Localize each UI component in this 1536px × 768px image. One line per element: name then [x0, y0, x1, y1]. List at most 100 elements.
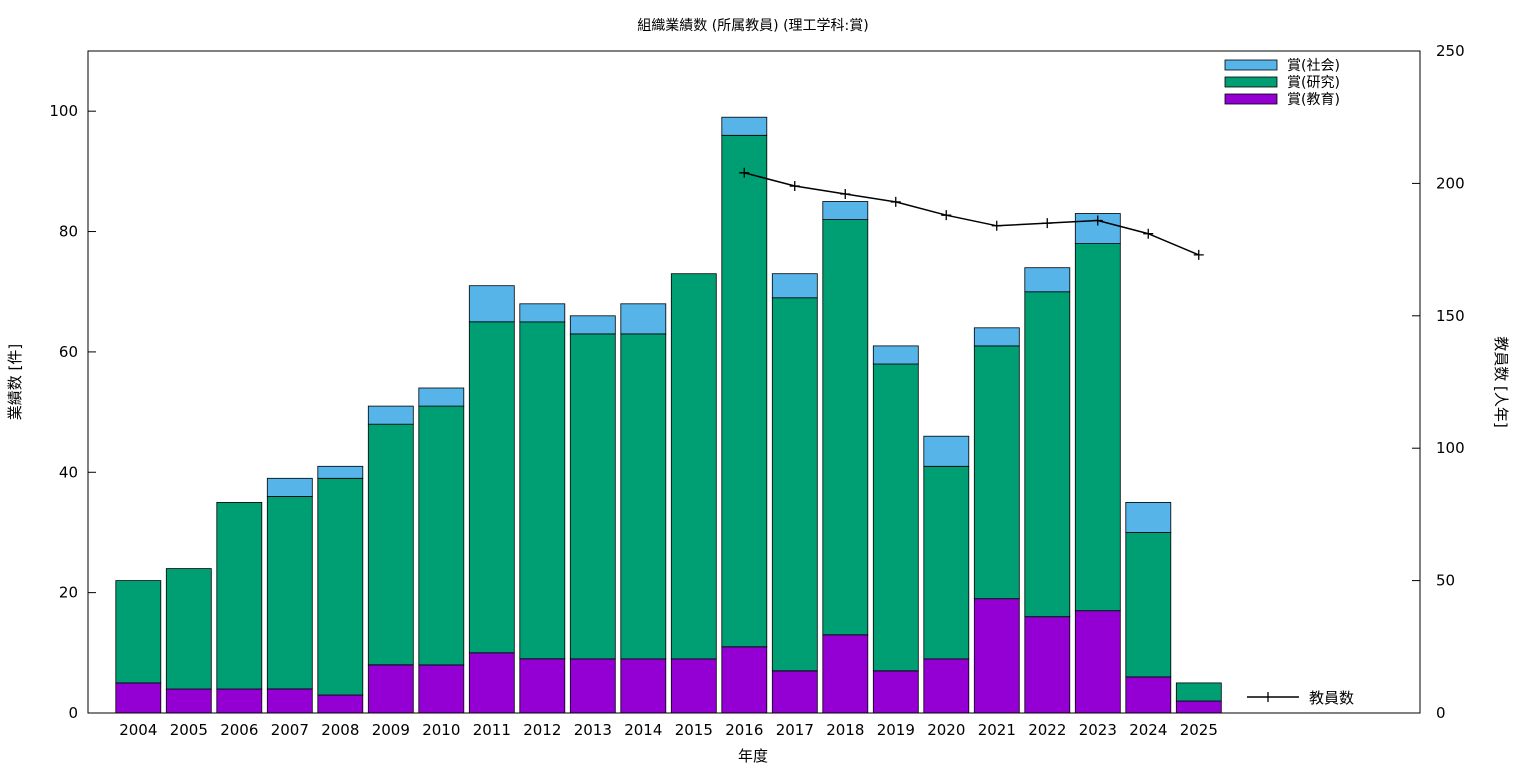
- bar-segment: [266, 688, 313, 714]
- bar-segment: [973, 345, 1020, 600]
- legend-label: 教員数: [1309, 689, 1354, 707]
- bar-segment: [620, 658, 667, 714]
- bar-segment: [721, 646, 768, 714]
- x-tick-label: 2004: [119, 721, 157, 739]
- bar-segment: [216, 688, 263, 714]
- bar-segment: [771, 273, 818, 299]
- legend: 賞(社会)賞(研究)賞(教育) 教員数: [1224, 58, 1354, 707]
- x-tick-label: 2019: [877, 721, 915, 739]
- bar-segment: [771, 297, 818, 672]
- y2-axis-label: 教員数 [人年]: [1492, 336, 1510, 427]
- bar-segment: [216, 501, 263, 690]
- x-tick-label: 2013: [574, 721, 612, 739]
- faculty-count-point: [739, 167, 750, 178]
- bar-segment: [670, 273, 717, 660]
- faculty-count-point: [1092, 215, 1103, 226]
- faculty-count-point: [991, 220, 1002, 231]
- x-tick-label: 2018: [826, 721, 864, 739]
- x-tick-label: 2006: [220, 721, 258, 739]
- bar-segment: [317, 465, 364, 479]
- x-tick-label: 2014: [624, 721, 662, 739]
- x-tick-label: 2021: [978, 721, 1016, 739]
- x-tick-label: 2005: [170, 721, 208, 739]
- y-tick-label: 80: [59, 223, 78, 241]
- faculty-count-line: [744, 172, 1200, 256]
- x-tick-label: 2020: [927, 721, 965, 739]
- faculty-count-point: [840, 188, 851, 199]
- bar-segment: [165, 568, 212, 690]
- bar-segment: [519, 658, 566, 714]
- x-tick-label: 2012: [523, 721, 561, 739]
- y2-tick-label: 150: [1436, 307, 1465, 325]
- bar-segment: [1125, 532, 1172, 678]
- x-axis-label: 年度: [738, 747, 768, 765]
- y-tick-label: 0: [68, 704, 78, 722]
- bar-segment: [721, 134, 768, 648]
- bar-segment: [872, 363, 919, 672]
- faculty-count-point: [890, 196, 901, 207]
- x-tick-label: 2017: [776, 721, 814, 739]
- bar-segment: [771, 670, 818, 714]
- faculty-count-point: [941, 210, 952, 221]
- y2-tick-label: 0: [1436, 704, 1446, 722]
- bar-segment: [1074, 610, 1121, 714]
- bar-segment: [468, 321, 515, 654]
- bar-segment: [418, 664, 465, 714]
- bar-segment: [519, 321, 566, 660]
- bar-segment: [266, 477, 313, 497]
- y2-tick-label: 250: [1436, 42, 1465, 60]
- x-tick-label: 2023: [1079, 721, 1117, 739]
- bar-segment: [1024, 291, 1071, 618]
- x-tick-label: 2022: [1028, 721, 1066, 739]
- bar-segment: [1125, 676, 1172, 714]
- bar-segment: [872, 670, 919, 714]
- legend-label: 賞(社会): [1287, 58, 1340, 74]
- bar-segment: [923, 658, 970, 714]
- x-tick-label: 2025: [1180, 721, 1218, 739]
- bar-segment: [519, 303, 566, 323]
- legend-label: 賞(研究): [1287, 75, 1340, 91]
- bar-segment: [872, 345, 919, 365]
- bar-segment: [418, 405, 465, 666]
- faculty-count-point: [1143, 228, 1154, 239]
- axes-layer: 2004 2005 2006 2007 2008 2009 2010 2011 2012 2013…: [49, 42, 1464, 739]
- bar-segment: [367, 405, 414, 425]
- bar-segment: [973, 598, 1020, 714]
- y2-tick-label: 100: [1436, 439, 1465, 457]
- bar-segment: [822, 634, 869, 714]
- bar-segment: [569, 315, 616, 335]
- y2-tick-label: 50: [1436, 572, 1455, 590]
- legend-swatch: [1224, 59, 1278, 71]
- bar-segment: [620, 303, 667, 335]
- bar-segment: [923, 465, 970, 660]
- faculty-count-point: [1042, 218, 1053, 229]
- x-tick-label: 2009: [372, 721, 410, 739]
- bar-segment: [418, 387, 465, 407]
- x-tick-label: 2007: [271, 721, 309, 739]
- bar-segment: [1024, 267, 1071, 293]
- y-tick-label: 100: [49, 102, 78, 120]
- x-tick-label: 2015: [675, 721, 713, 739]
- bar-segment: [822, 219, 869, 636]
- x-tick-label: 2024: [1129, 721, 1167, 739]
- legend-label: 賞(教育): [1287, 92, 1340, 108]
- y-tick-label: 40: [59, 463, 78, 481]
- y2-tick-label: 200: [1436, 174, 1465, 192]
- bar-segment: [367, 423, 414, 666]
- bar-segment: [1175, 700, 1222, 714]
- x-tick-label: 2016: [725, 721, 763, 739]
- bar-segment: [973, 327, 1020, 347]
- faculty-count-point: [1193, 249, 1204, 260]
- y-axis-label: 業績数 [件]: [6, 344, 24, 420]
- faculty-count-point: [789, 181, 800, 192]
- bar-segment: [468, 285, 515, 323]
- bar-segment: [1024, 616, 1071, 714]
- bar-segment: [1175, 682, 1222, 702]
- bar-segment: [367, 664, 414, 714]
- bar-segment: [1074, 243, 1121, 612]
- bar-segment: [317, 694, 364, 714]
- x-tick-label: 2010: [422, 721, 460, 739]
- y-tick-label: 60: [59, 343, 78, 361]
- plot-frame: [87, 50, 1421, 714]
